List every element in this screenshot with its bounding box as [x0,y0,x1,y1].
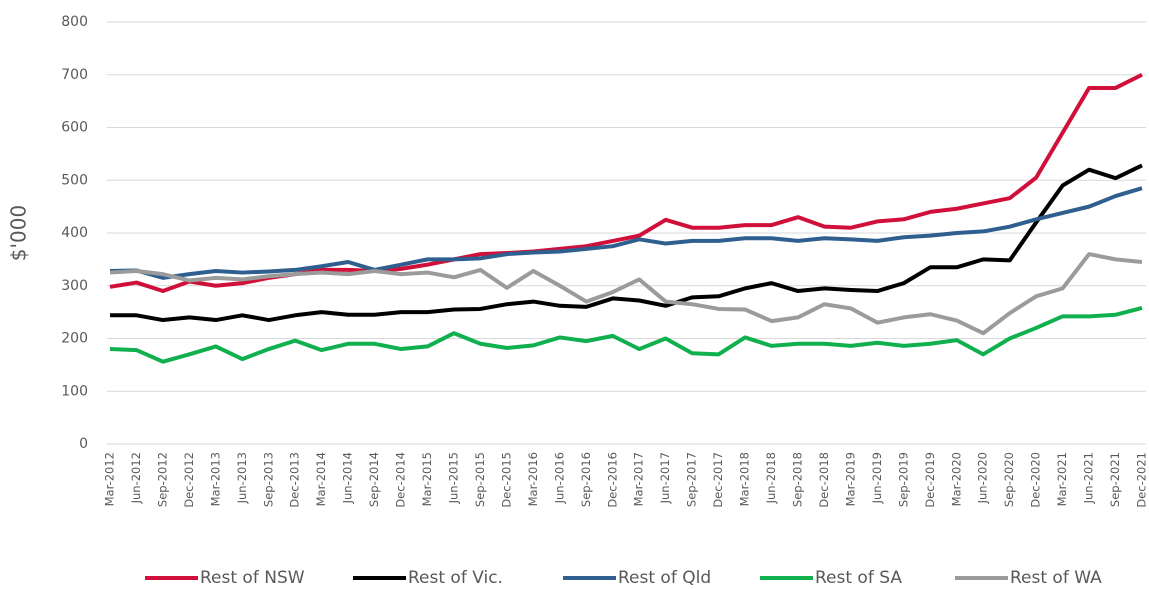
x-tick-label: Dec-2017 [711,452,725,508]
series-line [109,252,1143,336]
x-tick-label: Sep-2018 [791,452,805,507]
x-tick-label: Jun-2012 [129,452,143,504]
x-tick-label: Mar-2014 [314,452,328,506]
x-tick-label: Sep-2012 [155,452,169,507]
series-line [110,163,1143,323]
x-tick-label: Dec-2021 [1135,452,1149,508]
y-tick-label: 100 [61,383,88,399]
x-tick-label: Mar-2013 [208,452,222,506]
x-tick-label: Sep-2016 [579,452,593,507]
x-tick-label: Jun-2020 [976,452,990,504]
series-line [109,186,1143,280]
x-tick-label: Mar-2021 [1055,452,1069,506]
x-tick-label: Jun-2015 [447,452,461,504]
x-tick-label: Sep-2013 [261,452,275,507]
x-tick-label: Mar-2019 [843,452,857,506]
x-tick-label: Mar-2018 [738,452,752,506]
y-tick-label: 400 [61,225,88,241]
y-tick-label: 800 [61,14,88,30]
x-tick-label: Jun-2021 [1082,452,1096,504]
legend-label: Rest of Qld [618,568,711,588]
x-tick-label: Dec-2012 [182,452,196,508]
x-tick-label: Jun-2017 [658,452,672,504]
y-tick-label: 600 [61,120,88,136]
x-tick-label: Dec-2018 [817,452,831,508]
x-tick-label: Dec-2019 [923,452,937,508]
y-tick-label: 300 [61,278,88,294]
x-tick-label: Dec-2014 [394,452,408,508]
x-tick-label: Mar-2015 [420,452,434,506]
x-tick-label: Dec-2020 [1029,452,1043,508]
series-line [109,305,1143,364]
x-tick-label: Jun-2019 [870,452,884,504]
y-axis-title: $'000 [7,205,31,261]
x-tick-label: Jun-2014 [341,452,355,504]
x-tick-label: Mar-2017 [632,452,646,506]
x-tick-label: Mar-2020 [949,452,963,506]
x-tick-label: Sep-2021 [1108,452,1122,507]
x-tick-label: Dec-2013 [288,452,302,508]
legend-label: Rest of SA [815,568,902,588]
x-tick-label: Sep-2014 [367,452,381,507]
y-tick-label: 500 [61,172,88,188]
legend-label: Rest of Vic. [408,568,503,588]
x-tick-label: Dec-2016 [605,452,619,508]
x-tick-label: Jun-2018 [764,452,778,504]
x-tick-label: Dec-2015 [499,452,513,508]
legend-label: Rest of NSW [200,568,305,588]
x-tick-label: Sep-2019 [896,452,910,507]
y-tick-label: 700 [61,67,88,83]
x-tick-label: Jun-2013 [235,452,249,504]
x-tick-label: Mar-2016 [526,452,540,506]
x-tick-label: Sep-2020 [1002,452,1016,507]
x-tick-label: Sep-2017 [685,452,699,507]
y-tick-label: 200 [61,331,88,347]
legend-label: Rest of WA [1010,568,1102,588]
x-tick-label: Sep-2015 [473,452,487,507]
x-tick-label: Mar-2012 [103,452,117,506]
y-tick-label: 0 [79,436,88,452]
x-tick-label: Jun-2016 [552,452,566,504]
